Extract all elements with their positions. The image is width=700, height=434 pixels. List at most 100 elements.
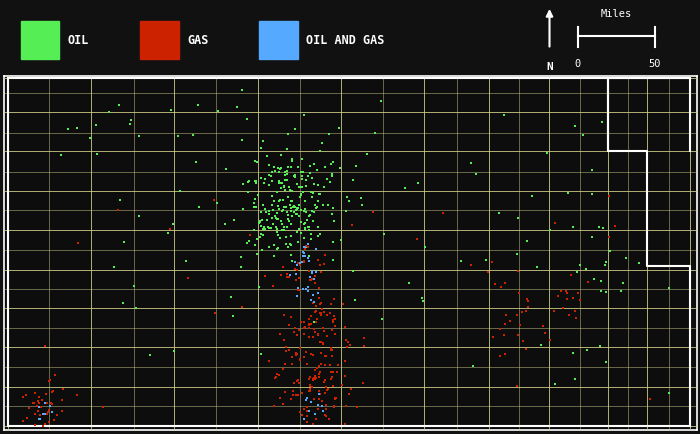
Point [298, 331, 309, 338]
Point [470, 170, 482, 177]
Point [291, 266, 302, 273]
Point [311, 204, 322, 211]
Point [304, 274, 316, 281]
Point [326, 373, 337, 380]
Point [279, 389, 290, 396]
Point [329, 322, 340, 329]
Point [278, 312, 289, 319]
Point [303, 173, 314, 180]
Point [290, 211, 302, 218]
Point [578, 132, 589, 139]
Point [48, 417, 60, 424]
Point [416, 294, 428, 301]
Point [314, 309, 325, 316]
Point [275, 271, 286, 278]
Point [258, 180, 270, 187]
Point [273, 245, 284, 252]
Point [281, 203, 292, 210]
Point [300, 243, 312, 250]
Point [266, 214, 277, 221]
Point [290, 206, 302, 213]
Point [254, 219, 265, 226]
Text: GAS: GAS [187, 34, 209, 47]
Point [290, 350, 302, 357]
Point [418, 298, 429, 305]
Point [327, 158, 338, 165]
Point [303, 407, 314, 414]
Point [569, 122, 580, 129]
Point [278, 184, 289, 191]
Point [303, 254, 314, 261]
Point [468, 363, 479, 370]
Point [456, 258, 467, 265]
Point [308, 377, 319, 384]
Point [56, 408, 67, 414]
Point [258, 138, 269, 145]
Point [513, 267, 524, 274]
Text: OIL: OIL [68, 34, 90, 47]
Point [243, 178, 254, 184]
Point [289, 259, 300, 266]
Point [300, 219, 311, 226]
Point [46, 408, 57, 415]
Point [302, 243, 314, 250]
Point [290, 324, 301, 331]
Bar [21, 21, 60, 59]
Point [288, 172, 300, 179]
Point [320, 389, 331, 396]
Point [494, 325, 505, 332]
Point [314, 387, 325, 394]
Point [293, 377, 304, 384]
Point [512, 250, 523, 257]
Point [314, 294, 325, 301]
Point [274, 235, 286, 242]
Point [34, 394, 45, 401]
Point [283, 218, 294, 225]
Point [263, 210, 274, 217]
Point [286, 197, 297, 204]
Point [329, 402, 340, 409]
Point [281, 176, 293, 183]
Point [251, 178, 262, 184]
Point [299, 324, 310, 331]
Point [314, 230, 326, 237]
Point [287, 361, 298, 368]
Point [263, 224, 274, 231]
Point [582, 278, 593, 285]
Point [295, 194, 306, 201]
Point [357, 380, 368, 387]
Point [283, 211, 294, 218]
Point [313, 395, 324, 402]
Point [312, 224, 323, 230]
Point [301, 176, 312, 183]
Point [266, 193, 277, 200]
Point [286, 258, 297, 265]
Point [286, 188, 297, 195]
Point [269, 164, 280, 171]
Point [281, 271, 293, 278]
Point [569, 376, 580, 383]
Point [594, 342, 606, 349]
Point [118, 238, 130, 245]
Point [292, 204, 303, 211]
Point [113, 207, 124, 214]
Point [298, 112, 309, 118]
Point [290, 270, 301, 277]
Point [330, 395, 341, 401]
Point [307, 190, 318, 197]
Point [300, 224, 311, 231]
Point [326, 345, 337, 352]
Point [173, 132, 184, 139]
Point [242, 188, 253, 195]
Point [302, 241, 314, 248]
Point [311, 167, 322, 174]
Point [305, 236, 316, 243]
Point [309, 329, 321, 335]
Point [284, 187, 295, 194]
Point [307, 292, 318, 299]
Point [248, 203, 259, 210]
Point [21, 391, 32, 398]
Point [169, 347, 180, 354]
Point [328, 313, 339, 320]
Point [318, 184, 330, 191]
